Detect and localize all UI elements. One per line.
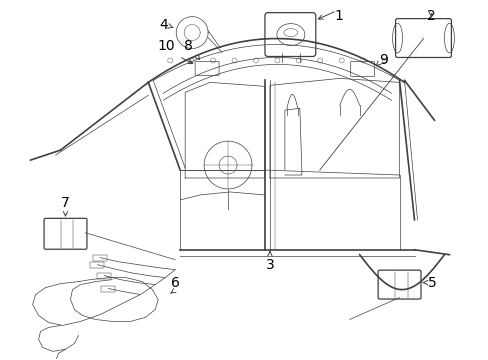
Bar	[93, 255, 107, 261]
Bar	[101, 285, 115, 292]
Text: 2: 2	[426, 9, 435, 23]
Bar	[97, 273, 111, 279]
Text: 5: 5	[427, 276, 435, 289]
Text: 8: 8	[184, 40, 193, 54]
Text: 7: 7	[61, 196, 70, 210]
Text: 1: 1	[334, 9, 343, 23]
Text: 6: 6	[170, 275, 179, 289]
Bar	[90, 262, 104, 268]
Text: 9: 9	[379, 54, 387, 67]
Text: 3: 3	[265, 258, 274, 272]
Text: 10: 10	[157, 40, 175, 54]
Text: 4: 4	[159, 18, 168, 32]
